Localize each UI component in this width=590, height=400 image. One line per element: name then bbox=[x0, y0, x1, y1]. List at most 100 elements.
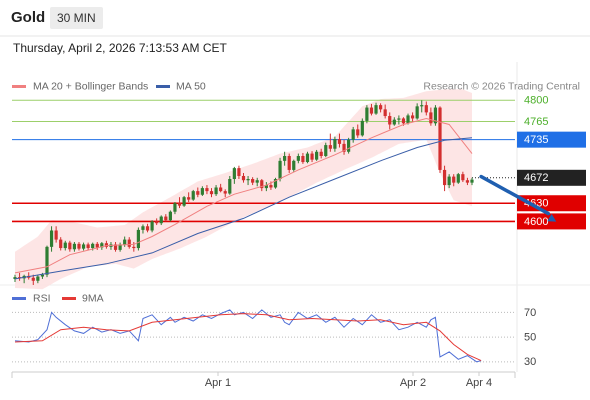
candle-body bbox=[287, 156, 291, 170]
candle-body bbox=[228, 179, 232, 194]
rsi-tick-50: 50 bbox=[524, 331, 536, 343]
candle-body bbox=[415, 106, 419, 119]
candle-body bbox=[269, 185, 273, 188]
legend-swatch-rsi bbox=[12, 297, 26, 300]
candle-body bbox=[214, 187, 218, 195]
candle-body bbox=[319, 151, 323, 156]
candle-body bbox=[433, 107, 438, 124]
candle-body bbox=[360, 120, 364, 136]
candle-body bbox=[461, 174, 465, 181]
ma20-line bbox=[14, 117, 473, 274]
candle-body bbox=[13, 277, 17, 279]
rsi-ma-line bbox=[14, 313, 482, 362]
candle-body bbox=[438, 107, 442, 170]
rsi-line bbox=[14, 309, 482, 363]
candle-body bbox=[447, 176, 451, 186]
candle-body bbox=[328, 145, 332, 149]
candle-body bbox=[45, 246, 49, 275]
legend-label-rsi: RSI bbox=[33, 292, 51, 304]
candle-body bbox=[68, 242, 72, 250]
candle-body bbox=[209, 191, 214, 195]
level-label-4630: 4630 bbox=[524, 198, 548, 210]
level-label-4735: 4735 bbox=[524, 134, 548, 146]
candle-body bbox=[127, 239, 131, 247]
symbol-label: Gold bbox=[11, 9, 46, 26]
legend-swatch-rsi-ma bbox=[62, 297, 76, 300]
candle-body bbox=[365, 107, 369, 121]
timeframe-badge[interactable]: 30 MIN bbox=[50, 7, 103, 29]
candle-body bbox=[324, 145, 328, 156]
candle-body bbox=[145, 226, 150, 231]
candle-body bbox=[132, 246, 136, 249]
candle-body bbox=[283, 156, 287, 161]
candle-body bbox=[159, 216, 163, 224]
candle-body bbox=[232, 168, 236, 180]
candle-body bbox=[337, 139, 342, 144]
candle-body bbox=[187, 197, 191, 200]
x-tick-label: Apr 2 bbox=[400, 377, 426, 389]
candle-body bbox=[392, 119, 396, 125]
candle-body bbox=[260, 180, 264, 189]
candle-body bbox=[397, 118, 401, 120]
candle-body bbox=[150, 221, 154, 231]
candle-body bbox=[315, 151, 319, 160]
candle-body bbox=[255, 180, 259, 183]
candle-body bbox=[223, 191, 227, 194]
header-bar: Gold 30 MIN bbox=[0, 0, 590, 36]
candle-body bbox=[310, 153, 314, 160]
candle-body bbox=[49, 230, 54, 247]
candle-body bbox=[305, 153, 310, 163]
candle-body bbox=[296, 156, 300, 161]
candle-body bbox=[77, 243, 81, 249]
candle-body bbox=[141, 226, 145, 230]
candle-body bbox=[177, 203, 182, 206]
candle-body bbox=[420, 105, 424, 107]
level-label-4765: 4765 bbox=[524, 116, 548, 128]
candle-body bbox=[456, 174, 460, 183]
candle-body bbox=[164, 216, 168, 221]
candle-body bbox=[465, 180, 470, 183]
ma50-line bbox=[14, 137, 473, 280]
candle-body bbox=[219, 187, 223, 192]
rsi-tick-70: 70 bbox=[524, 307, 536, 319]
forecast-arrow-shaft bbox=[479, 174, 551, 216]
candle-body bbox=[410, 115, 415, 119]
candle-body bbox=[356, 129, 360, 136]
candle-body bbox=[251, 179, 255, 183]
candle-body bbox=[406, 115, 410, 124]
candle-body bbox=[86, 244, 90, 249]
x-tick-label: Apr 1 bbox=[205, 377, 231, 389]
candle-body bbox=[301, 156, 305, 163]
candle-body bbox=[429, 112, 433, 124]
legend-label-ma50: MA 50 bbox=[176, 80, 206, 92]
candle-body bbox=[136, 229, 140, 249]
candle-body bbox=[168, 211, 172, 221]
level-label-4600: 4600 bbox=[524, 216, 548, 228]
candle-body bbox=[196, 191, 200, 195]
candle-body bbox=[401, 118, 406, 124]
candle-body bbox=[182, 197, 186, 206]
candle-body bbox=[59, 239, 63, 249]
candle-body bbox=[72, 243, 77, 250]
candle-body bbox=[452, 176, 456, 183]
candle-body bbox=[351, 129, 355, 140]
candle-body bbox=[333, 139, 337, 149]
legend-swatch-ma20 bbox=[12, 85, 26, 88]
candle-body bbox=[470, 179, 474, 183]
candle-body bbox=[273, 179, 278, 188]
candle-body bbox=[104, 243, 108, 247]
candle-body bbox=[369, 107, 374, 114]
candle-body bbox=[424, 105, 428, 113]
legend-label-ma20: MA 20 + Bollinger Bands bbox=[33, 80, 148, 92]
candle-body bbox=[374, 105, 378, 114]
candle-body bbox=[118, 244, 122, 250]
level-badge-4672 bbox=[517, 169, 586, 186]
candle-body bbox=[81, 244, 86, 249]
legend-swatch-ma50 bbox=[156, 85, 170, 88]
candle-body bbox=[442, 169, 447, 186]
candle-body bbox=[205, 188, 209, 192]
level-label-4672: 4672 bbox=[524, 172, 548, 184]
candle-body bbox=[278, 160, 282, 180]
